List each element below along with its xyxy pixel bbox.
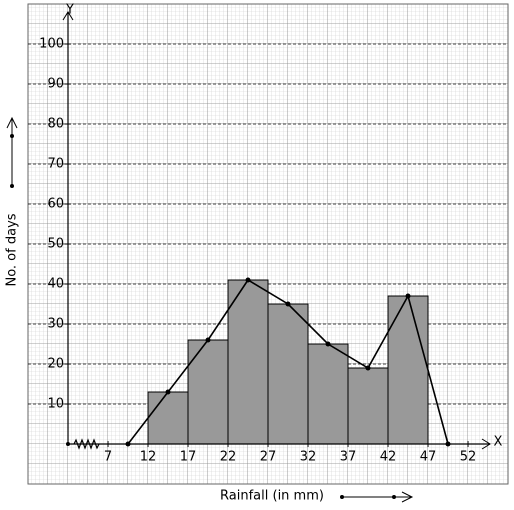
x-tick-label: 7 xyxy=(104,450,112,465)
x-tick-label: 42 xyxy=(380,450,397,465)
x-tick-label: 22 xyxy=(220,450,237,465)
bar xyxy=(307,343,349,445)
polygon-point xyxy=(285,301,291,307)
y-arrow xyxy=(62,11,74,21)
x-tick-label: 47 xyxy=(420,450,437,465)
bar xyxy=(227,279,269,445)
polygon-point xyxy=(205,337,211,343)
x-axis-letter: X xyxy=(494,435,503,450)
x-tick-label: 37 xyxy=(340,450,357,465)
origin-dot xyxy=(66,442,70,446)
x-arrow xyxy=(481,438,491,450)
y-tick-label: 10 xyxy=(47,397,64,412)
polygon-point xyxy=(445,441,451,447)
x-direction-arrow xyxy=(340,491,414,503)
polygon-point xyxy=(165,389,171,395)
y-direction-arrow xyxy=(6,116,18,188)
y-tick-label: 60 xyxy=(47,197,64,212)
bar xyxy=(147,391,189,445)
bar xyxy=(347,367,389,445)
y-tick-label: 50 xyxy=(47,237,64,252)
y-tick-label: 30 xyxy=(47,317,64,332)
x-tick-label: 32 xyxy=(300,450,317,465)
y-tick-label: 70 xyxy=(47,157,64,172)
polygon-point xyxy=(125,441,131,447)
y-tick-label: 90 xyxy=(47,77,64,92)
y-tick-label: 20 xyxy=(47,357,64,372)
axis-break xyxy=(73,438,100,450)
x-tick-label: 52 xyxy=(460,450,477,465)
x-tick-label: 27 xyxy=(260,450,277,465)
x-tick-label: 17 xyxy=(180,450,197,465)
bar xyxy=(187,339,229,445)
bar xyxy=(267,303,309,445)
polygon-point xyxy=(365,365,371,371)
y-tick-label: 80 xyxy=(47,117,64,132)
x-axis-label: Rainfall (in mm) xyxy=(220,489,324,504)
bar xyxy=(387,295,429,445)
y-tick-label: 40 xyxy=(47,277,64,292)
x-tick-label: 12 xyxy=(140,450,157,465)
y-axis-label: No. of days xyxy=(5,213,20,286)
polygon-point xyxy=(325,341,331,347)
y-axis-letter: Y xyxy=(65,3,74,18)
polygon-point xyxy=(405,293,411,299)
y-tick-label: 100 xyxy=(39,37,64,52)
polygon-point xyxy=(245,277,251,283)
